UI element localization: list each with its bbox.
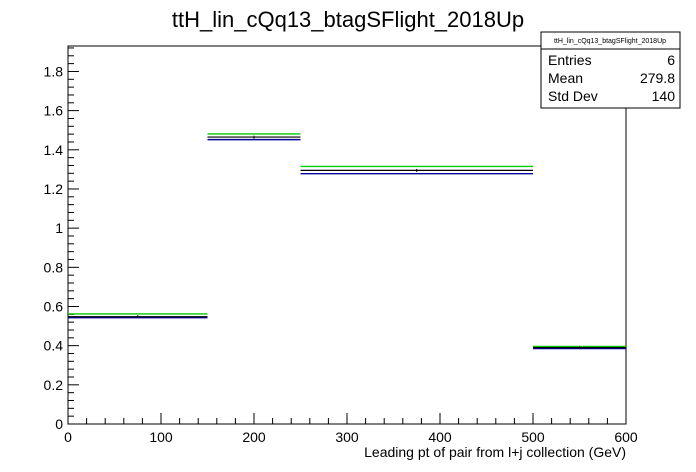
histogram-bins — [68, 133, 626, 350]
y-tick-label: 1 — [55, 220, 63, 236]
stats-stddev-label: Std Dev — [548, 88, 598, 104]
y-tick-label: 1.4 — [44, 142, 64, 158]
y-tick-label: 0.6 — [44, 298, 64, 314]
y-axis-ticks — [68, 47, 79, 425]
x-axis-tick-labels: 0 100 200 300 400 500 600 — [64, 429, 638, 445]
stats-mean-value: 279.8 — [640, 70, 675, 86]
chart-title: ttH_lin_cQq13_btagSFlight_2018Up — [172, 7, 524, 32]
x-tick-label: 200 — [242, 429, 266, 445]
stats-box-title: ttH_lin_cQq13_btagSFlight_2018Up — [554, 38, 666, 45]
x-tick-label: 500 — [521, 429, 545, 445]
y-tick-label: 0.4 — [44, 338, 64, 354]
stats-box: ttH_lin_cQq13_btagSFlight_2018Up Entries… — [540, 31, 681, 109]
stats-stddev-value: 140 — [652, 88, 676, 104]
y-tick-label: 0.8 — [44, 259, 64, 275]
y-tick-label: 0.2 — [44, 377, 64, 393]
x-tick-label: 600 — [614, 429, 638, 445]
y-tick-label: 1.6 — [44, 103, 64, 119]
y-tick-label: 0 — [55, 416, 63, 432]
x-axis-label: Leading pt of pair from l+j collection (… — [364, 444, 626, 460]
stats-entries-value: 6 — [667, 52, 675, 68]
y-tick-label: 1.8 — [44, 63, 64, 79]
x-tick-label: 400 — [428, 429, 452, 445]
y-axis-tick-labels: 0 0.2 0.4 0.6 0.8 1 1.2 1.4 1.6 1.8 — [44, 63, 64, 432]
x-tick-label: 0 — [64, 429, 72, 445]
y-tick-label: 1.2 — [44, 181, 64, 197]
stats-box-frame — [540, 31, 681, 109]
x-tick-label: 100 — [149, 429, 173, 445]
stats-entries-label: Entries — [548, 52, 592, 68]
x-axis-ticks — [67, 413, 627, 424]
stats-mean-label: Mean — [548, 70, 583, 86]
x-tick-label: 300 — [335, 429, 359, 445]
